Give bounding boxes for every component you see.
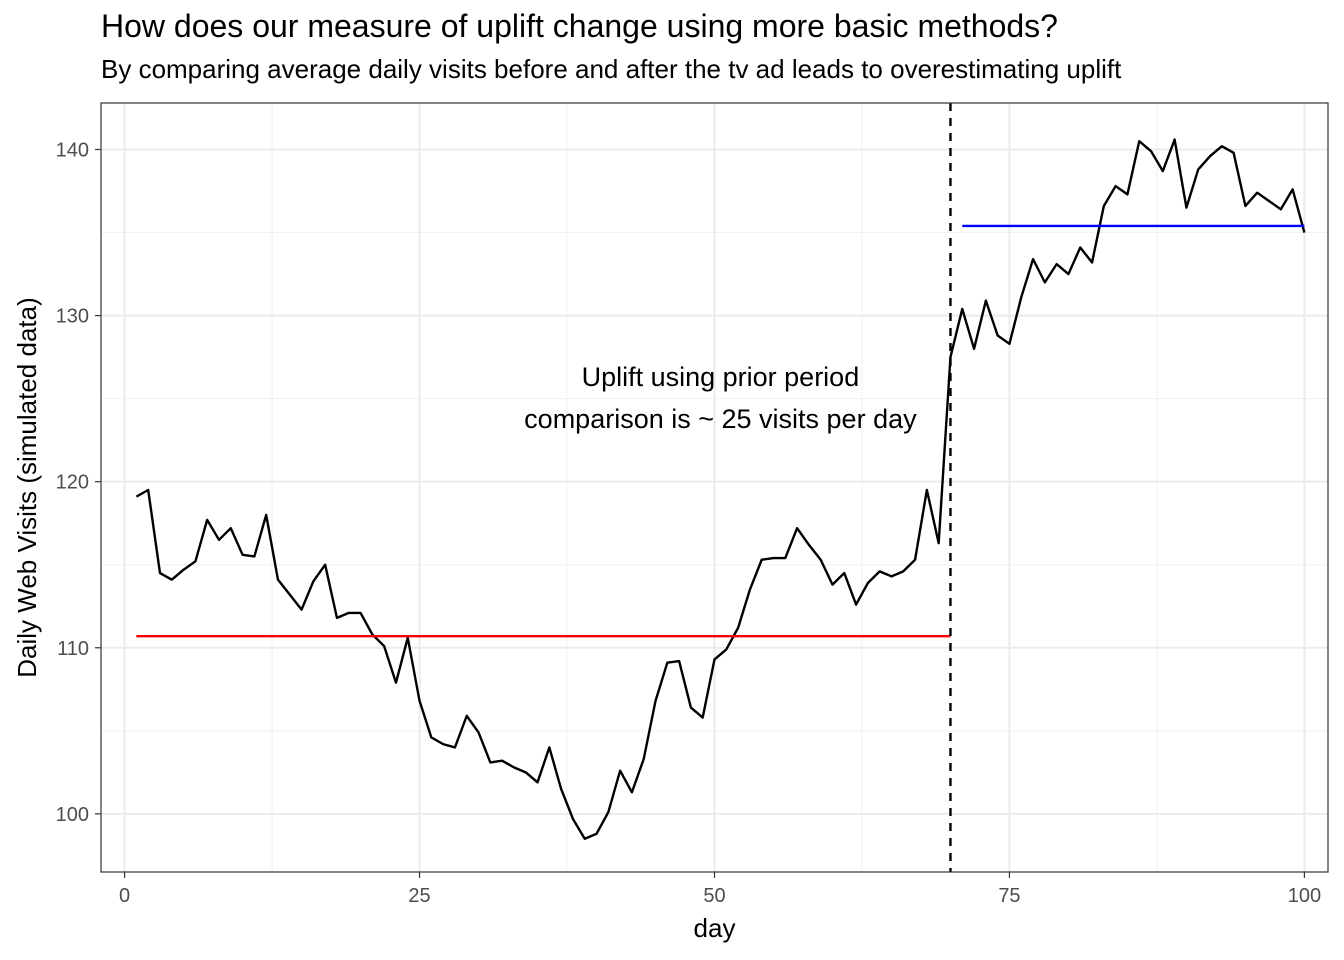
y-tick-label: 140 [56,140,89,162]
visits-line [135,138,1306,840]
x-tick-label: 75 [998,885,1020,907]
x-axis-title: day [694,913,736,943]
y-axis-title: Daily Web Visits (simulated data) [12,297,42,678]
annotation-line: comparison is ~ 25 visits per day [524,404,917,434]
grid-lines [101,103,1328,872]
plot-series [135,103,1306,872]
chart-subtitle: By comparing average daily visits before… [101,54,1122,84]
x-tick-label: 50 [703,885,725,907]
y-tick-label: 110 [57,638,89,660]
annotation-line: Uplift using prior period [582,362,860,392]
y-tick-label: 100 [56,804,89,826]
annotation: Uplift using prior period comparison is ~… [524,362,917,434]
y-tick-label: 130 [56,306,89,328]
y-tick-label: 120 [56,472,89,494]
x-tick-label: 100 [1288,885,1321,907]
axes: 0 25 50 75 100 100 110 120 130 140 day Daily Web Vi… [12,140,1321,943]
x-tick-label: 0 [119,885,130,907]
chart-title: How does our measure of uplift change us… [101,8,1058,44]
x-tick-label: 25 [408,885,430,907]
